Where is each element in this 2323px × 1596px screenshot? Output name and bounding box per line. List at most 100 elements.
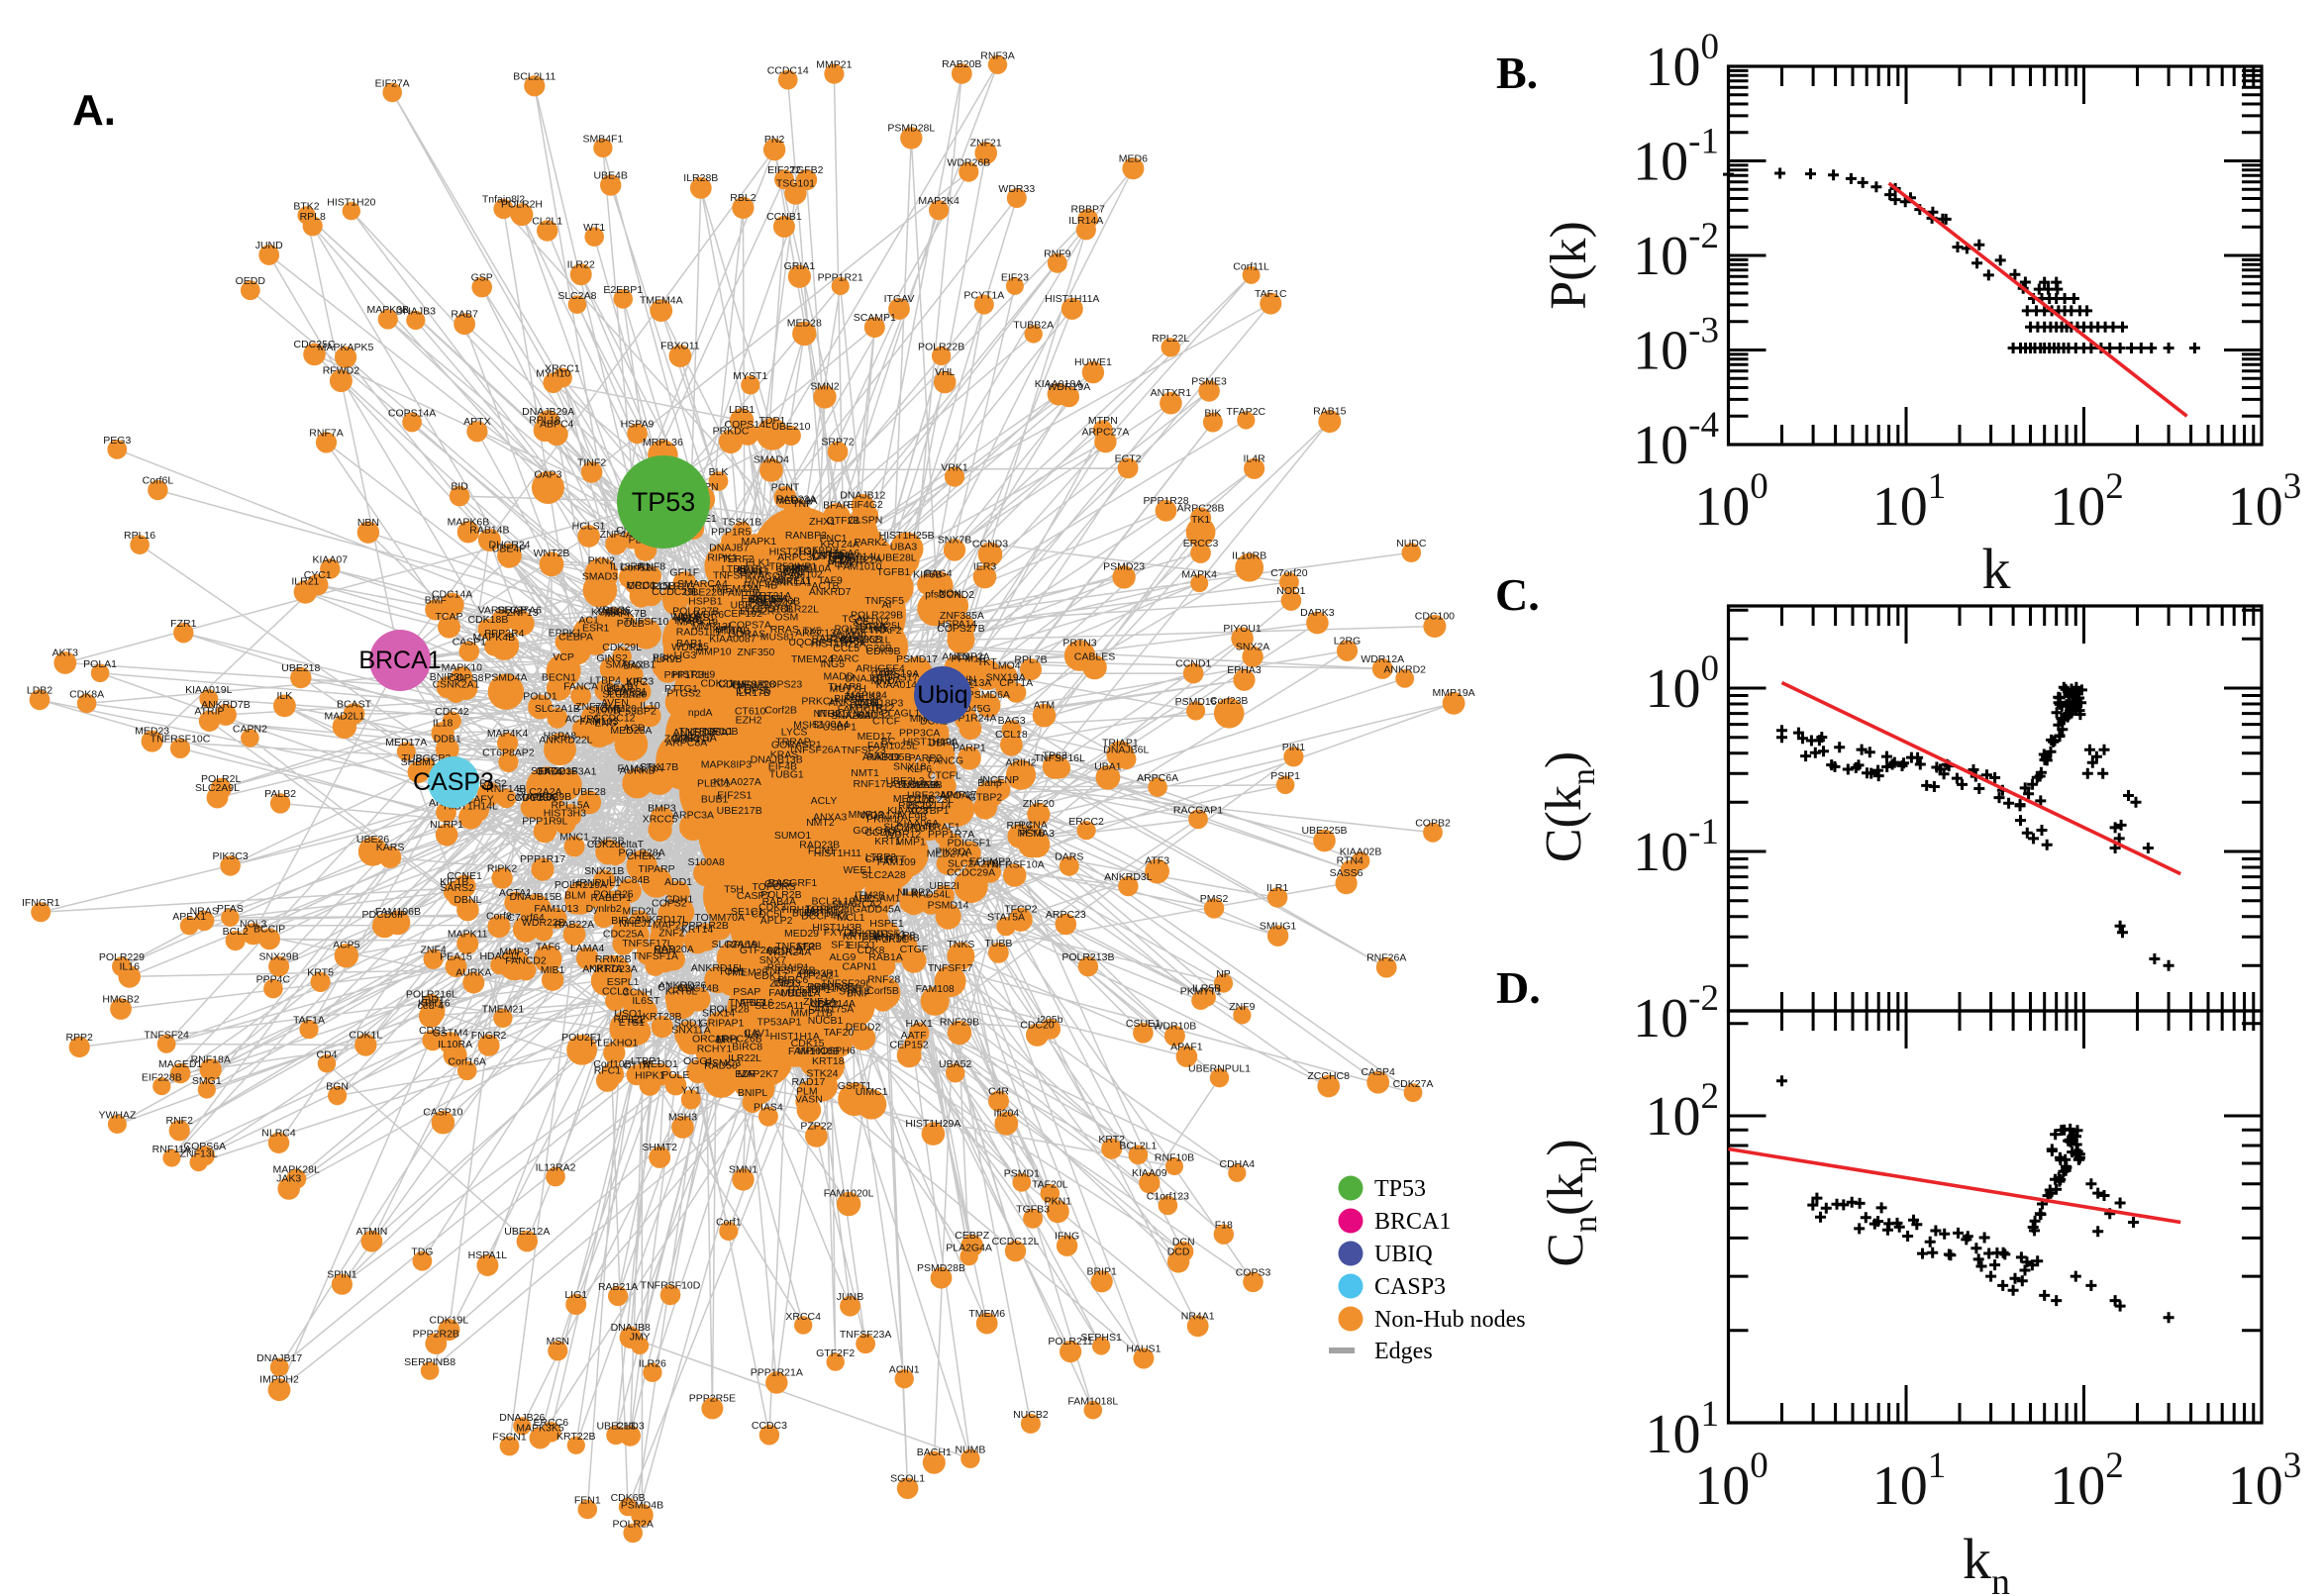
svg-text:DNAJB6L: DNAJB6L [1103,745,1149,756]
svg-text:EIF27A: EIF27A [375,77,410,89]
svg-text:ITM2B: ITM2B [855,889,885,901]
svg-text:C7orf20: C7orf20 [1270,567,1308,579]
svg-text:POLA1: POLA1 [83,658,117,670]
svg-text:ELK1: ELK1 [746,556,771,568]
svg-text:PKN2: PKN2 [588,555,616,567]
svg-text:NEIL1: NEIL1 [704,726,733,738]
svg-text:TP53BP2: TP53BP2 [612,705,656,717]
svg-text:KIAA028: KIAA028 [887,805,929,817]
svg-text:LIG1: LIG1 [564,1289,587,1301]
svg-text:SGOL1: SGOL1 [890,1473,925,1485]
svg-text:ADAM9: ADAM9 [831,630,866,642]
svg-text:PPP1R7A: PPP1R7A [928,829,974,841]
svg-text:PTTG1: PTTG1 [664,683,698,695]
svg-text:RPL7B: RPL7B [1014,653,1047,665]
svg-text:CETN2: CETN2 [855,616,889,628]
svg-text:TAF1A: TAF1A [293,1015,325,1027]
svg-text:ALG9: ALG9 [829,951,856,963]
svg-text:EPHA3: EPHA3 [1227,664,1262,676]
svg-text:CDK19L: CDK19L [430,1314,469,1326]
svg-text:PIAS4: PIAS4 [754,1101,783,1113]
svg-text:GTF2A2: GTF2A2 [740,945,779,956]
svg-text:UBE210: UBE210 [771,421,810,433]
svg-text:FAM106: FAM106 [722,587,760,599]
svg-text:STAT5A: STAT5A [987,912,1025,924]
svg-text:ATM: ATM [1034,699,1055,711]
svg-text:k: k [1982,537,2011,601]
svg-text:GFI1F: GFI1F [669,567,699,579]
svg-text:TGFB3: TGFB3 [1016,1204,1050,1216]
svg-text:POLR2L: POLR2L [201,773,241,785]
svg-text:PSMD6A: PSMD6A [967,689,1010,701]
svg-text:RBL2: RBL2 [730,192,756,204]
svg-text:RNF11A: RNF11A [152,1144,191,1155]
svg-text:RPL22: RPL22 [614,1014,646,1026]
svg-text:TNFSF17L: TNFSF17L [622,938,673,949]
svg-text:NHEJ1: NHEJ1 [619,918,652,930]
svg-text:IL16: IL16 [119,960,140,972]
svg-text:SNX14: SNX14 [702,1008,735,1020]
svg-text:LTBP1: LTBP1 [631,1055,661,1067]
svg-text:CSNK2A1: CSNK2A1 [433,679,480,691]
svg-text:ARPC23: ARPC23 [1046,909,1086,921]
svg-text:TNF: TNF [792,498,812,510]
svg-text:MAPK4B: MAPK4B [472,632,515,644]
svg-text:SLC2A14B: SLC2A14B [883,821,935,833]
svg-text:HTT: HTT [886,854,907,866]
svg-text:CCL3: CCL3 [602,985,629,997]
svg-text:BRCA1: BRCA1 [358,647,441,674]
svg-text:PPP1R21: PPP1R21 [818,271,863,283]
svg-text:CDH1: CDH1 [665,894,694,906]
svg-text:ANKRD3L: ANKRD3L [1104,871,1153,883]
svg-text:ARPC8A: ARPC8A [665,738,707,749]
svg-text:FZR1: FZR1 [170,618,196,630]
svg-text:CHEK2: CHEK2 [627,850,661,862]
svg-text:RAB15: RAB15 [1313,406,1346,418]
svg-text:RPL4: RPL4 [1006,820,1032,832]
svg-text:ILR22: ILR22 [567,258,595,270]
svg-text:CPT1A: CPT1A [999,677,1033,689]
svg-text:ACP5: ACP5 [333,940,360,951]
svg-text:SCAMP1: SCAMP1 [854,312,896,324]
svg-text:DNAJB15B: DNAJB15B [509,891,561,903]
svg-text:PPP2R5E: PPP2R5E [689,1393,736,1405]
svg-text:TUBB2A: TUBB2A [1013,320,1054,332]
svg-text:SMUG1: SMUG1 [1260,921,1297,933]
svg-text:MED29A: MED29A [775,495,817,507]
svg-text:FAM1018L: FAM1018L [1067,1395,1118,1407]
svg-text:SNX21B: SNX21B [584,865,624,877]
svg-text:FAM1018B: FAM1018B [788,1046,840,1057]
svg-text:PSMD4A: PSMD4A [484,671,527,683]
svg-text:XPC: XPC [626,676,648,688]
svg-text:KRT7A: KRT7A [589,962,623,974]
svg-text:Dynlrb2: Dynlrb2 [586,903,622,915]
svg-text:Corf12L: Corf12L [620,562,657,574]
svg-text:MED17: MED17 [858,731,892,743]
svg-text:BIRC5: BIRC5 [834,693,864,705]
svg-text:KRT18: KRT18 [812,1055,845,1067]
svg-text:UBE4P: UBE4P [492,544,526,555]
svg-text:TTK: TTK [736,683,756,695]
svg-text:CTCF: CTCF [872,716,900,728]
svg-text:NR4A1: NR4A1 [1181,1311,1215,1323]
svg-text:BLM: BLM [564,889,586,901]
svg-text:WDR1: WDR1 [671,642,702,653]
svg-text:RNF29B: RNF29B [940,1016,979,1028]
svg-text:LTBP4: LTBP4 [590,675,621,687]
svg-text:KRT29L: KRT29L [843,931,880,943]
svg-text:VCP: VCP [553,651,574,663]
svg-text:PLEKHO1: PLEKHO1 [590,1038,639,1049]
svg-text:STAT3: STAT3 [839,985,869,997]
svg-text:RAD51L1: RAD51L1 [676,626,722,638]
svg-text:NP: NP [1216,968,1231,980]
svg-text:NDN: NDN [654,946,676,957]
svg-text:MAGED1: MAGED1 [158,1058,203,1070]
svg-text:BID: BID [451,481,468,493]
svg-text:ILR14A: ILR14A [1068,215,1103,227]
svg-text:DNAJB17: DNAJB17 [256,1352,302,1364]
svg-text:ARPC6A: ARPC6A [1137,772,1178,784]
svg-text:CCDC3: CCDC3 [752,1420,787,1432]
svg-text:CASP1: CASP1 [453,637,487,648]
svg-text:AVEN: AVEN [601,697,629,709]
svg-text:PARK2: PARK2 [854,537,887,549]
